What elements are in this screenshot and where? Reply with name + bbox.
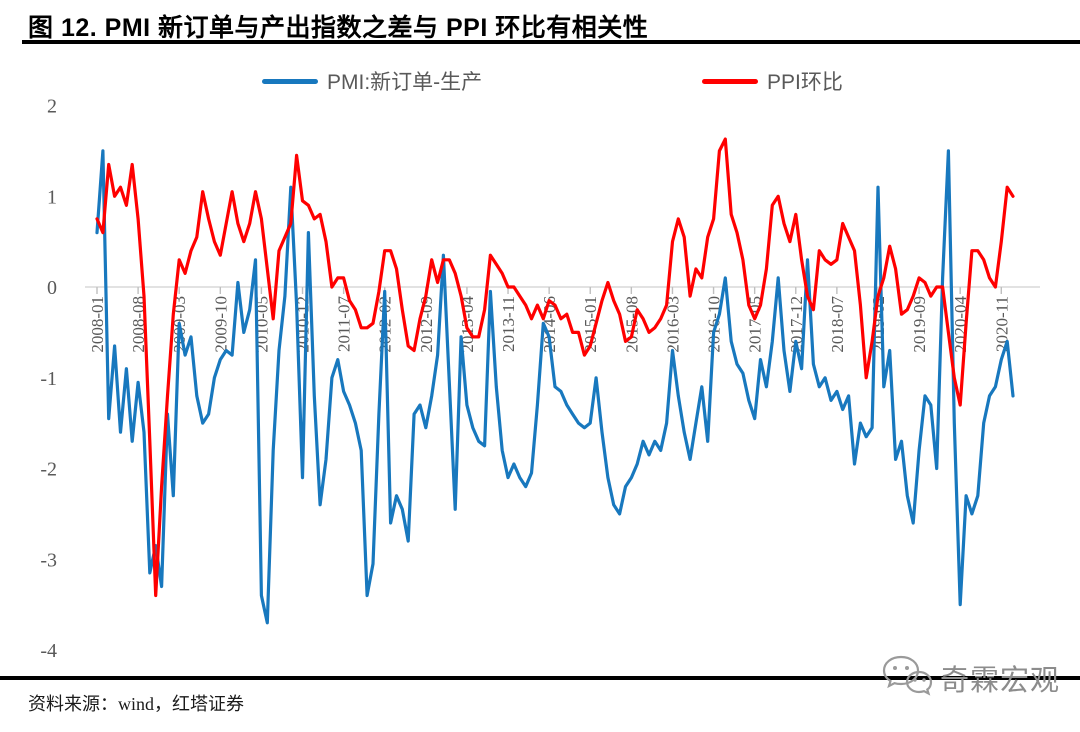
x-axis-label: 2015-08 bbox=[622, 296, 641, 353]
x-axis-label: 2018-07 bbox=[828, 296, 847, 353]
x-axis-label: 2008-01 bbox=[88, 296, 107, 353]
bottom-divider-rule bbox=[0, 676, 1080, 680]
wechat-chat-bubbles-icon bbox=[880, 653, 934, 704]
pmi-series-line bbox=[95, 149, 1015, 625]
x-axis-label: 2019-09 bbox=[910, 296, 929, 353]
legend-label-pmi: PMI:新订单-生产 bbox=[327, 71, 483, 94]
legend-item-ppi: PPI环比 bbox=[702, 68, 843, 94]
brand-watermark: 奇霖宏观 bbox=[880, 652, 1080, 704]
y-axis-label: 2 bbox=[47, 96, 57, 118]
x-axis-label: 2017-12 bbox=[787, 296, 806, 353]
source-note: 资料来源：wind，红塔证券 bbox=[28, 694, 244, 714]
x-axis-label: 2016-03 bbox=[663, 296, 682, 353]
y-axis-label: 0 bbox=[47, 277, 57, 299]
x-axis-label: 2020-11 bbox=[992, 296, 1011, 352]
x-axis-label: 2009-10 bbox=[211, 296, 230, 353]
ppi-line-swatch bbox=[702, 78, 758, 84]
legend-label-ppi: PPI环比 bbox=[767, 71, 843, 94]
y-axis-label: 1 bbox=[47, 186, 57, 208]
y-axis-label: -3 bbox=[40, 549, 57, 571]
ppi-series-line bbox=[95, 137, 1015, 598]
pmi-line-swatch bbox=[262, 78, 318, 84]
y-axis-label: -4 bbox=[40, 640, 57, 662]
legend-item-pmi: PMI:新订单-生产 bbox=[262, 68, 482, 94]
watermark-brand-text: 奇霖宏观 bbox=[940, 665, 1061, 697]
x-axis-label: 2015-01 bbox=[581, 296, 600, 353]
x-axis-label: 2011-07 bbox=[335, 296, 354, 353]
y-axis-label: -2 bbox=[40, 459, 57, 481]
title-divider-rule bbox=[22, 40, 1080, 44]
x-axis-label: 2013-11 bbox=[499, 296, 518, 352]
y-axis-label: -1 bbox=[40, 368, 57, 390]
chart-title: 图 12. PMI 新订单与产出指数之差与 PPI 环比有相关性 bbox=[28, 14, 649, 42]
